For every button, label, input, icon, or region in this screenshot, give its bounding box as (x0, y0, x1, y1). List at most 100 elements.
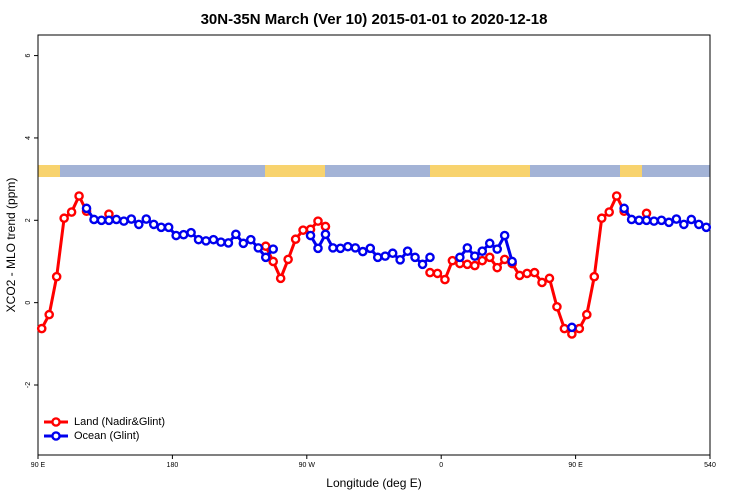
series-point (201, 236, 211, 246)
series-point (283, 254, 293, 265)
series-point (343, 241, 353, 252)
series-point (552, 301, 562, 312)
series-point (537, 277, 547, 288)
series-point (178, 229, 189, 240)
series-point (589, 271, 600, 282)
series-point (290, 234, 301, 245)
legend-point (51, 417, 61, 427)
series-point (402, 246, 413, 256)
series-point (163, 222, 174, 233)
land-strip (620, 165, 642, 177)
series-point (119, 216, 129, 226)
series-point (387, 248, 398, 259)
x-tick-label: 540 (704, 462, 716, 469)
series-point (231, 229, 241, 240)
legend-label: Land (Nadir&Glint) (74, 416, 165, 428)
series-point (51, 271, 62, 282)
series-point (440, 274, 450, 285)
series-point (626, 214, 637, 225)
chart-title: 30N-35N March (Ver 10) 2015-01-01 to 202… (201, 11, 548, 28)
series-point (462, 259, 473, 270)
series-point (425, 267, 435, 278)
series-point (260, 241, 271, 252)
series-point (268, 244, 279, 254)
series-point (596, 213, 607, 224)
series-point (522, 268, 532, 279)
series-point (171, 230, 181, 241)
x-tick-label: 0 (439, 462, 443, 469)
series-point (320, 221, 331, 232)
series-point (469, 251, 480, 261)
series-point (559, 323, 570, 334)
series-point (268, 256, 279, 267)
ocean-strip (38, 165, 710, 177)
series-point (81, 203, 92, 214)
y-tick-label: 6 (25, 54, 32, 58)
series-point (507, 256, 517, 267)
x-tick-label: 90 E (31, 462, 46, 469)
series-point (701, 222, 712, 233)
series-point (499, 230, 510, 241)
series-point (641, 215, 652, 226)
series-point (679, 219, 689, 230)
series-point (223, 238, 234, 248)
series-point (216, 237, 226, 247)
y-axis-label: XCO2 - MLO trend (ppm) (4, 178, 18, 313)
series-point (141, 214, 152, 224)
x-tick-label: 180 (167, 462, 179, 469)
series-point (313, 216, 323, 226)
x-axis-label: Longitude (deg E) (326, 476, 421, 490)
series-point (686, 214, 697, 225)
series-point (395, 255, 405, 265)
series-point (59, 213, 69, 224)
series-point (372, 252, 383, 263)
series-point (357, 246, 368, 257)
series-point (320, 229, 331, 240)
land-strip (265, 165, 325, 177)
series-point (619, 203, 629, 214)
series-point (133, 219, 144, 230)
series-point (484, 252, 495, 263)
series-point (156, 222, 166, 233)
series-point (469, 260, 480, 271)
surface-strip (38, 165, 710, 177)
series-point (499, 254, 510, 265)
series-point (36, 323, 47, 334)
series-point (477, 255, 488, 266)
series-point (66, 207, 77, 217)
series-point (477, 246, 488, 256)
legend-point (51, 431, 61, 441)
series-point (328, 243, 338, 253)
series-point (96, 215, 107, 226)
legend-label: Ocean (Glint) (74, 430, 139, 442)
series-point (186, 227, 196, 238)
series-point (582, 309, 592, 320)
series-point (44, 309, 55, 320)
series-point (529, 267, 540, 278)
series-point (567, 322, 577, 333)
series-point (111, 214, 122, 225)
series-point (380, 251, 391, 261)
series-point (604, 207, 615, 217)
series-point (447, 255, 458, 266)
series-point (611, 191, 622, 201)
series-point (462, 243, 473, 253)
series-point (455, 252, 465, 263)
series-point (425, 252, 435, 263)
series-point (694, 219, 704, 230)
land-strip (430, 165, 530, 177)
series-point (298, 225, 308, 235)
series-point (432, 268, 443, 279)
land-strip (38, 165, 60, 177)
series-point (544, 273, 555, 284)
y-tick-label: 2 (25, 218, 32, 222)
series-point (365, 243, 376, 254)
series-point (410, 252, 420, 263)
x-tick-label: 90 W (299, 462, 316, 469)
series-point (335, 243, 346, 254)
series-point (238, 238, 249, 249)
series-point (350, 243, 361, 253)
y-tick-label: -2 (25, 382, 32, 388)
series-point (514, 270, 525, 281)
series-point (260, 252, 271, 263)
